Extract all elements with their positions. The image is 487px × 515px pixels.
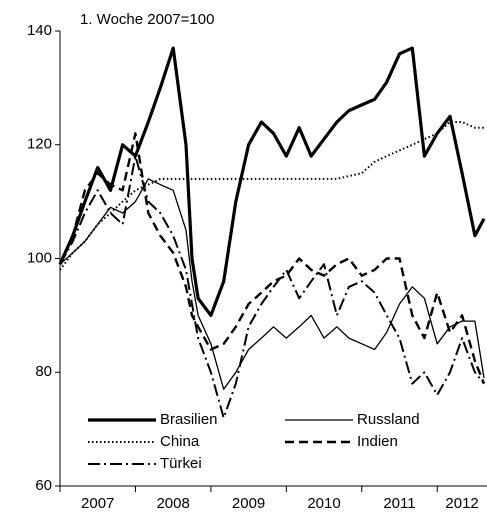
legend-label: Russland: [357, 411, 420, 428]
annotation: 1. Woche 2007=100: [80, 11, 214, 28]
y-tick-label: 100: [27, 249, 52, 266]
y-tick-label: 60: [35, 477, 52, 494]
legend-label: Brasilien: [160, 411, 218, 428]
legend-label: Indien: [357, 433, 398, 450]
legend-label: Türkei: [160, 455, 202, 472]
series-line: [58, 132, 486, 385]
y-tick-label: 120: [27, 136, 52, 153]
x-tick-label: 2007: [81, 495, 114, 512]
x-tick-label: 2009: [232, 495, 265, 512]
x-tick-label: 2011: [383, 495, 415, 512]
series-line: [58, 46, 486, 317]
x-tick-label: 2008: [156, 495, 189, 512]
legend-label: China: [160, 433, 200, 450]
y-tick-label: 140: [27, 22, 52, 39]
series-line: [59, 121, 484, 271]
series-line: [59, 155, 485, 419]
x-tick-label: 2012: [445, 495, 478, 512]
series-line: [59, 178, 485, 390]
x-tick-label: 2010: [307, 495, 340, 512]
y-tick-label: 80: [35, 363, 52, 380]
